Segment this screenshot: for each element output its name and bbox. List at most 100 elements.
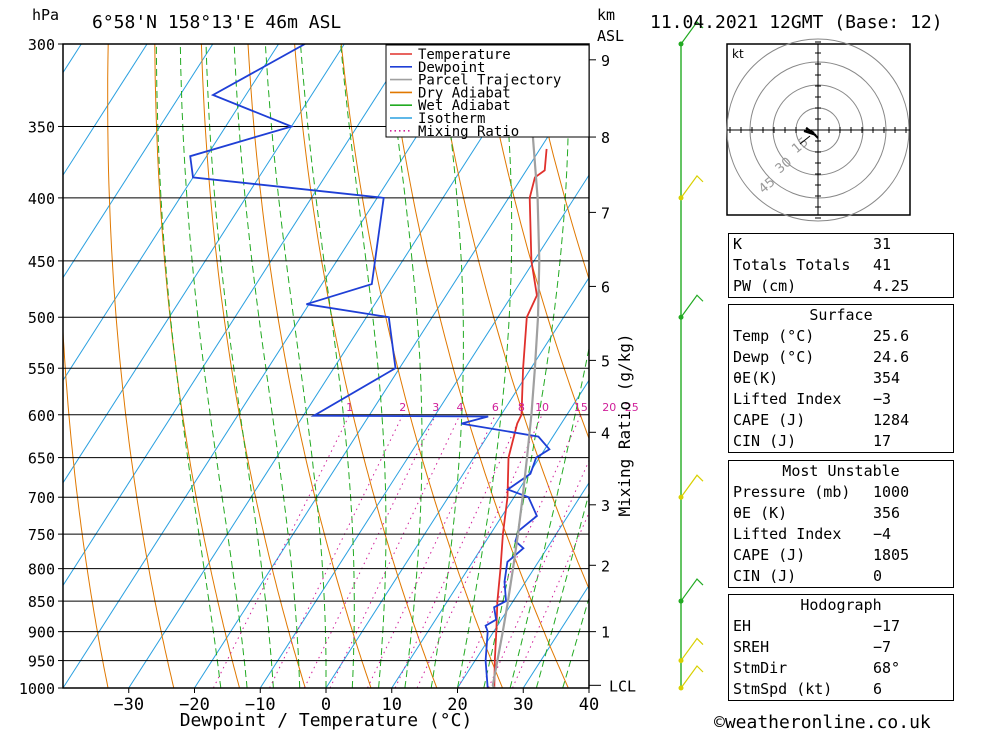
wind-barb — [680, 578, 704, 602]
hodograph-unit: kt — [732, 47, 744, 61]
pressure-tick-label: 1000 — [19, 680, 55, 698]
hodo-value: 6 — [873, 680, 883, 698]
mu-value: 0 — [873, 567, 883, 585]
pressure-axis: 300 350 400 450 500 550 600 650 700 750 800 850 900 9… — [19, 36, 63, 698]
isotherm-line — [63, 44, 214, 279]
wet-adiabat-line — [300, 44, 355, 688]
hodo-value: −17 — [873, 617, 901, 635]
wind-profile — [678, 21, 704, 691]
datetime-title: 11.04.2021 12GMT (Base: 12) — [650, 12, 943, 33]
profile-series — [189, 44, 551, 688]
mixing-ratio-line — [212, 414, 351, 688]
km-tick-label: 4 — [601, 424, 610, 442]
mixing-ratio-label: 15 — [574, 401, 588, 414]
dry-adiabat-line — [986, 26, 1000, 688]
pressure-tick-label: 800 — [28, 561, 55, 579]
pressure-tick-label: 850 — [28, 593, 55, 611]
isotherm-line — [63, 44, 411, 587]
temperature-axis: −30 −20 −10 0 10 20 30 40 — [113, 688, 599, 715]
parcel-trajectory-line — [491, 126, 541, 688]
surface-value: −3 — [873, 390, 892, 408]
hpa-unit-label: hPa — [32, 6, 59, 24]
pressure-tick-label: 600 — [28, 407, 55, 425]
km-tick-label: 7 — [601, 204, 610, 222]
legend-entry: Temperature — [418, 47, 511, 63]
legend-entry: Mixing Ratio — [418, 124, 519, 140]
height-km-axis: 1 2 3 4 5 6 7 8 9 LCL — [589, 52, 636, 695]
mixing-ratio-line — [488, 459, 589, 688]
mixing-ratio-label: 4 — [456, 401, 463, 414]
index-value: 4.25 — [873, 277, 910, 295]
mixing-ratio-axis-title: Mixing Ratio (g/kg) — [615, 333, 634, 516]
pressure-tick-label: 450 — [28, 253, 55, 271]
index-row-tt: Totals Totals 41 — [729, 255, 954, 276]
asl-unit-label: ASL — [597, 27, 624, 45]
pressure-tick-label: 750 — [28, 526, 55, 544]
surface-value: 24.6 — [873, 348, 910, 366]
most-unstable-table: Most Unstable Pressure (mb) 1000 θE (K) 35… — [728, 460, 954, 588]
mu-label: CAPE (J) — [733, 546, 806, 564]
wet-adiabat-line — [264, 44, 327, 688]
hodo-value: 68° — [873, 659, 901, 677]
wet-adiabat-line — [535, 491, 589, 688]
dry-adiabat-line — [480, 44, 589, 440]
mixing-ratio-line — [416, 414, 543, 688]
surface-value: 354 — [873, 369, 901, 387]
isotherm-line — [63, 44, 148, 177]
dry-adiabat-line — [200, 44, 306, 688]
surface-value: 17 — [873, 432, 892, 450]
legend-entry: Dry Adiabat — [418, 85, 511, 101]
hodo-label: EH — [733, 617, 752, 635]
mixing-ratio-label: 1 — [346, 401, 353, 414]
mixing-ratio-label: 25 — [625, 401, 639, 414]
dry-adiabat-line — [527, 44, 589, 281]
isotherm-line — [457, 481, 589, 688]
temperature-tick-label: 20 — [447, 695, 467, 715]
surface-label: CIN (J) — [733, 432, 797, 450]
pressure-tick-label: 650 — [28, 450, 55, 468]
pressure-tick-label: 550 — [28, 360, 55, 378]
dry-adiabat-line — [340, 44, 503, 688]
credit-text: ©weatheronline.co.uk — [714, 712, 931, 733]
legend-entry: Wet Adiabat — [418, 98, 511, 114]
index-value: 31 — [873, 235, 892, 253]
hodo-value: −7 — [873, 638, 892, 656]
wind-barb — [680, 474, 704, 498]
index-row-pw: PW (cm) 4.25 — [729, 276, 954, 298]
mixing-ratio-line — [269, 414, 404, 688]
isotherm-line — [63, 44, 345, 484]
dry-adiabat-line — [387, 44, 569, 688]
surface-title: Surface — [809, 306, 873, 324]
km-tick-label: 9 — [601, 52, 610, 70]
dry-adiabat-line — [247, 44, 372, 688]
pressure-tick-label: 500 — [28, 309, 55, 327]
isotherm-line — [63, 44, 477, 688]
mixing-ratio-label: 8 — [518, 401, 525, 414]
mixing-ratio-label: 3 — [432, 401, 439, 414]
wet-adiabats — [155, 44, 589, 688]
surface-label: CAPE (J) — [733, 411, 806, 429]
isotherm-line — [259, 174, 589, 688]
wind-barb — [680, 294, 704, 318]
index-label: PW (cm) — [733, 277, 797, 295]
pressure-tick-label: 300 — [28, 36, 55, 54]
temperature-tick-label: −30 — [113, 695, 144, 715]
legend-entry: Isotherm — [418, 111, 485, 127]
hodo-label: StmDir — [733, 659, 788, 677]
legend-entry: Dewpoint — [418, 60, 485, 76]
isotherm-line — [391, 379, 589, 688]
surface-label: Temp (°C) — [733, 327, 815, 345]
isotherm-line — [0, 44, 16, 688]
mu-label: Lifted Index — [733, 525, 842, 543]
x-axis-title: Dewpoint / Temperature (°C) — [180, 710, 473, 731]
surface-label: Dewp (°C) — [733, 348, 815, 366]
dry-adiabat-line — [433, 44, 589, 591]
most-unstable-title: Most Unstable — [782, 462, 900, 480]
isotherm-line — [194, 71, 589, 688]
pressure-tick-label: 950 — [28, 653, 55, 671]
index-value: 41 — [873, 256, 892, 274]
km-unit-label: km — [597, 6, 615, 24]
dry-adiabat-line — [154, 44, 240, 688]
storm-motion-vector — [799, 135, 811, 145]
